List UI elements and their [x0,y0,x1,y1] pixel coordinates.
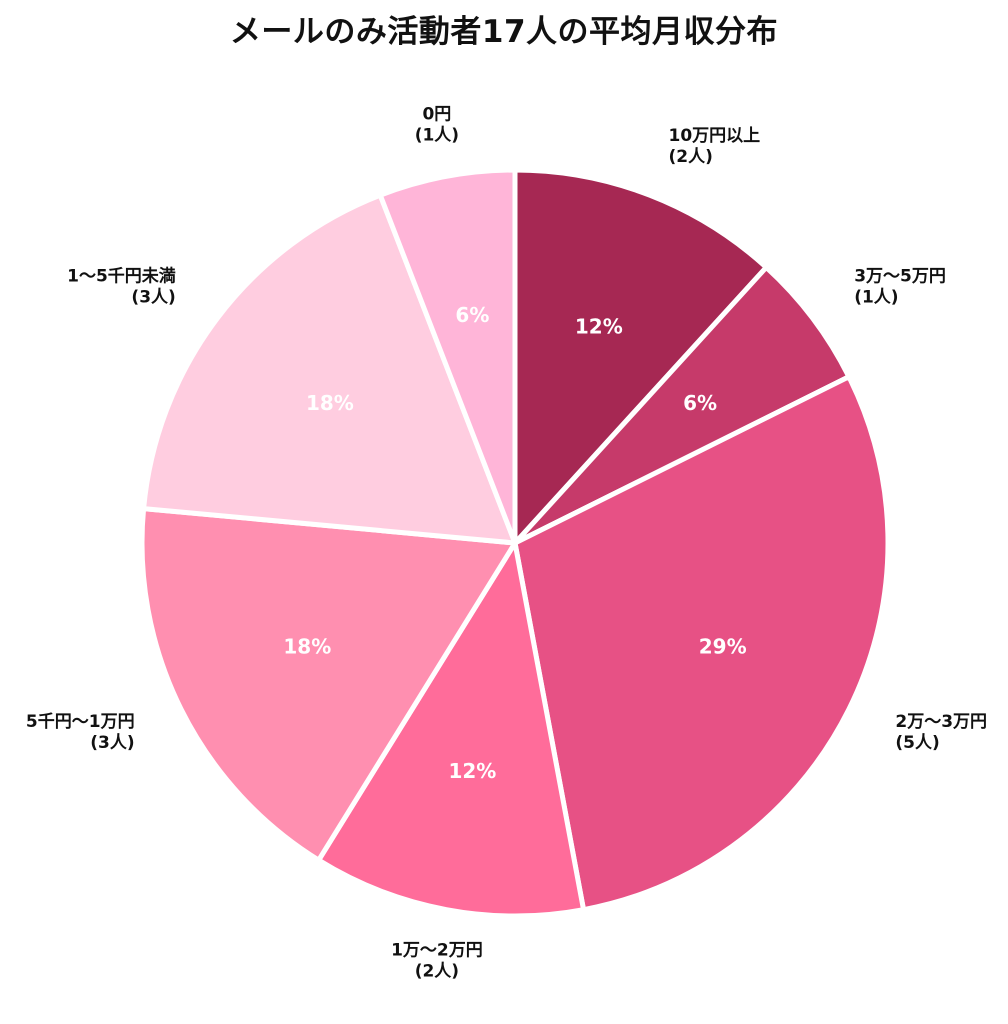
slice-category-label: 0円 [422,105,451,125]
pie-slice [139,506,518,863]
slice-category-label: 3万～5万円 [854,266,946,286]
slice-count-label: (5人) [895,733,939,753]
pie-slice [141,192,518,546]
pie-slice [377,167,518,546]
slice-count-label: (1人) [854,287,898,307]
slice-category-label: 5千円～1万円 [26,712,135,732]
slice-category-label: 1万～2万円 [391,940,483,960]
pie-slice [512,167,769,546]
slice-percent-label: 18% [283,634,331,658]
slice-count-label: (2人) [415,961,459,981]
pie-slice [512,374,891,913]
slice-percent-label: 29% [699,634,747,658]
slice-category-label: 1～5千円未満 [67,265,176,286]
slice-count-label: (3人) [131,287,175,307]
pie-slice [512,264,852,546]
pie-slice [316,540,587,919]
slice-category-label: 2万～3万円 [895,712,987,732]
slice-count-label: (3人) [90,733,134,753]
slice-percent-label: 6% [683,391,717,415]
slice-count-label: (1人) [415,126,459,146]
slice-category-label: 10万円以上 [669,126,761,146]
chart-title: メールのみ活動者17人の平均月収分布 [229,14,779,50]
slice-percent-label: 12% [448,759,496,783]
slice-percent-label: 18% [306,391,354,415]
slice-percent-label: 12% [575,315,623,339]
slice-count-label: (2人) [669,147,713,167]
slice-percent-label: 6% [455,303,489,327]
